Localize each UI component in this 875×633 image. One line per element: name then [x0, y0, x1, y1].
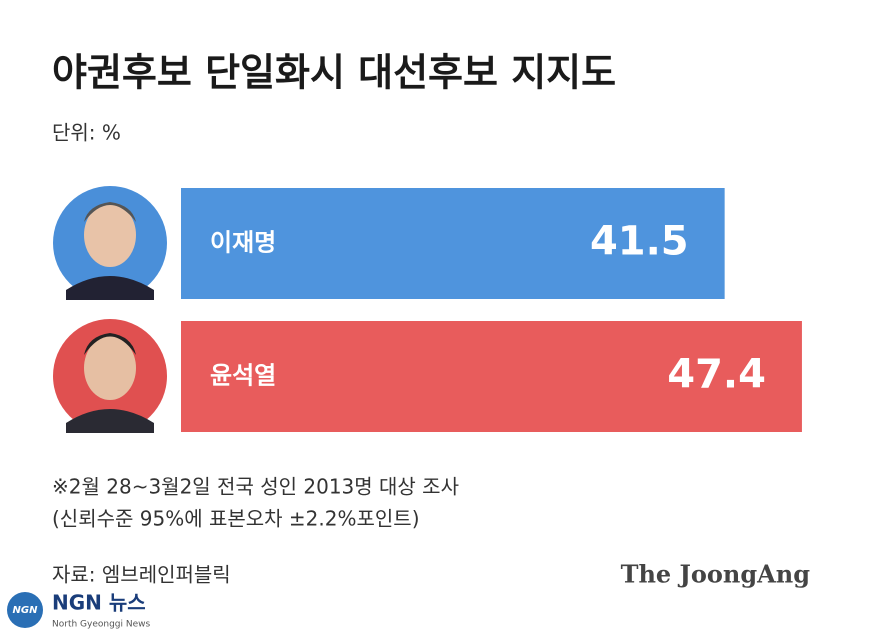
note: ※2월 28~3월2일 전국 성인 2013명 대상 조사: [52, 475, 459, 499]
unit-note: 단위: %: [52, 121, 121, 145]
category-label: 윤석열: [210, 362, 276, 390]
bar: [181, 188, 725, 299]
category-label: 이재명: [210, 229, 276, 257]
portrait: [53, 186, 167, 300]
watermark-logo-circle: [7, 592, 43, 628]
note: (신뢰수준 95%에 표본오차 ±2.2%포인트): [52, 507, 420, 531]
chart-title: 야권후보 단일화시 대선후보 지지도: [52, 51, 616, 95]
brand: The JoongAng: [621, 560, 811, 589]
watermark-name: NGN 뉴스: [52, 591, 146, 615]
watermark-logo: NGN: [13, 605, 39, 616]
value-label: 41.5: [590, 219, 689, 265]
source: 자료: 엠브레인퍼블릭: [52, 563, 231, 587]
watermark-subtitle: North Gyeonggi News: [52, 620, 150, 630]
value-label: 47.4: [667, 352, 766, 398]
portrait: [53, 319, 167, 433]
bar: [181, 321, 802, 432]
